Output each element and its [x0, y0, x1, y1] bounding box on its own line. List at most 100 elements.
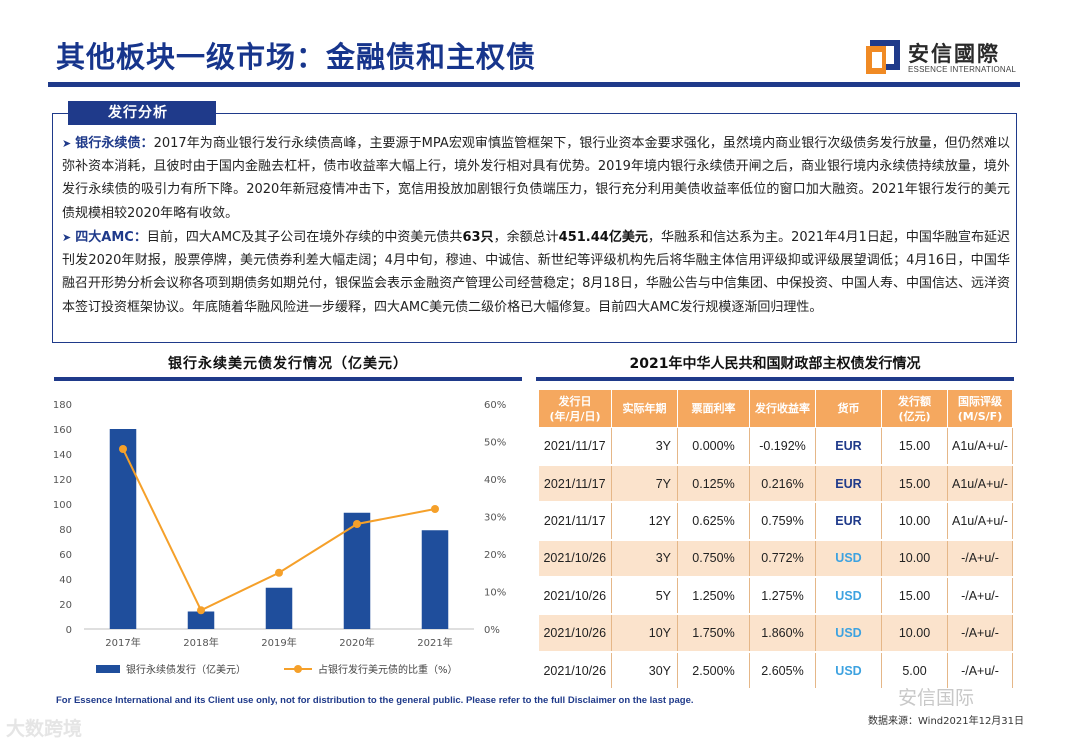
table-cell: 2021/11/17 [538, 464, 612, 504]
y-right-tick-label: 10% [484, 588, 506, 599]
chart-title-underline [54, 377, 522, 381]
analysis-section-tag: 发行分析 [68, 101, 216, 125]
table-cell: A1u/A+u/- [947, 464, 1013, 504]
table-row: 2021/10/26 5Y 1.250% 1.275% USD 15.00 -/A+u/- [538, 577, 1013, 616]
x-tick-label: 2021年 [417, 636, 452, 649]
table-cell: 1.250% [677, 577, 750, 616]
x-tick-label: 2018年 [183, 636, 218, 649]
table-cell: 15.00 [881, 464, 948, 504]
table-cell: 2.605% [749, 651, 816, 691]
table-row: 2021/10/26 3Y 0.750% 0.772% USD 10.00 -/A+u/- [538, 539, 1013, 579]
legend-bar-label: 银行永续债发行（亿美元） [126, 663, 246, 676]
x-tick-label: 2019年 [261, 636, 296, 649]
bank-perpetual-text: 2017年为商业银行发行永续债高峰，主要源于MPA宏观审慎监管框架下，银行业资本… [62, 136, 1010, 221]
table-cell: USD [815, 539, 882, 579]
table-cell: 15.00 [881, 427, 948, 466]
table-row: 2021/11/17 3Y 0.000% -0.192% EUR 15.00 A1u/A+u… [538, 427, 1013, 466]
bank-perpetual-chart: 0 20 40 60 80 100 120 140 160 180 0% 10% 20% 30% 40% 50… [54, 400, 506, 676]
table-cell: EUR [815, 427, 882, 466]
share-point-2020年 [353, 520, 361, 528]
table-header-cell: 发行收益率 [749, 389, 816, 428]
amc-text-2: ，余额总计 [493, 230, 559, 245]
table-header-cell: 发行日 (年/月/日) [538, 389, 612, 428]
table-header-text: (年/月/日) [549, 409, 601, 423]
data-source: 数据来源：Wind2021年12月31日 [868, 716, 1025, 727]
sovereign-bond-table: 发行日 (年/月/日) 实际年期 票面利率 发行收益率 货币 发行额 (亿元) 国际评级 (M/S… [538, 389, 1013, 691]
table-cell: 3Y [611, 427, 678, 466]
chart-title: 银行永续美元债发行情况（亿美元） [168, 356, 408, 372]
table-cell: 10.00 [881, 539, 948, 579]
table-header-cell: 票面利率 [677, 389, 750, 428]
legend-line-marker [294, 665, 302, 673]
y-right-tick-label: 60% [484, 400, 506, 411]
analysis-box [52, 113, 1017, 343]
y-left-tick-label: 100 [54, 500, 72, 511]
table-header-text: 货币 [837, 402, 860, 415]
company-logo: 安信國際 ESSENCE INTERNATIONAL [864, 38, 1024, 78]
y-left-tick-label: 60 [59, 550, 72, 561]
watermark-left: 大数跨境 [6, 718, 83, 740]
bank-perpetual-paragraph: ➤ 银行永续债：2017年为商业银行发行永续债高峰，主要源于MPA宏观审慎监管框架… [62, 132, 1010, 225]
y-right-tick-label: 20% [484, 550, 506, 561]
y-left-tick-label: 80 [59, 525, 72, 536]
table-cell: 0.625% [677, 502, 750, 541]
table-cell: 3Y [611, 539, 678, 579]
table-cell: USD [815, 614, 882, 653]
bar-2018年 [187, 611, 215, 629]
table-header-cell: 实际年期 [611, 389, 678, 428]
title-underline [48, 82, 1020, 87]
y-left-tick-label: 160 [54, 425, 72, 436]
table-cell: 2021/10/26 [538, 614, 612, 653]
bank-perpetual-lead: 银行永续债： [75, 136, 154, 151]
bullet-arrow-icon: ➤ [62, 137, 72, 150]
y-left-tick-label: 40 [59, 575, 72, 586]
y-left-tick-label: 120 [54, 475, 72, 486]
y-right-tick-label: 50% [484, 438, 506, 449]
y-left-tick-label: 180 [54, 400, 72, 411]
table-header-text: 实际年期 [622, 402, 667, 415]
table-cell: 30Y [611, 651, 678, 691]
bar-2017年 [109, 429, 137, 629]
legend-line-label: 占银行发行美元债的比重（%） [318, 663, 458, 676]
table-cell: -/A+u/- [947, 577, 1013, 616]
watermark-right: 安信国际 [898, 687, 975, 709]
table-header-cell: 发行额 (亿元) [881, 389, 948, 428]
table-cell: -0.192% [749, 427, 816, 466]
table-cell: 1.275% [749, 577, 816, 616]
amc-text-1: 目前，四大AMC及其子公司在境外存续的中资美元债共 [146, 230, 463, 245]
table-cell: 0.000% [677, 427, 750, 466]
table-cell: USD [815, 577, 882, 616]
amc-bond-balance: 451.44亿美元 [558, 230, 648, 245]
table-cell: 0.772% [749, 539, 816, 579]
table-row: 2021/11/17 7Y 0.125% 0.216% EUR 15.00 A1u/A+u/… [538, 464, 1013, 504]
table-row: 2021/10/26 30Y 2.500% 2.605% USD 5.00 -/A+u/- [538, 651, 1013, 691]
table-cell: 2021/11/17 [538, 502, 612, 541]
table-cell: 0.125% [677, 464, 750, 504]
share-point-2017年 [119, 445, 127, 453]
table-cell: EUR [815, 464, 882, 504]
table-cell: 5.00 [881, 651, 948, 691]
table-cell: 12Y [611, 502, 678, 541]
table-header-text: 国际评级 [958, 394, 1002, 408]
logo-mark-icon [866, 40, 900, 74]
table-cell: 2.500% [677, 651, 750, 691]
table-cell: 7Y [611, 464, 678, 504]
bar-2021年 [421, 530, 449, 629]
table-cell: 10.00 [881, 502, 948, 541]
table-cell: 0.750% [677, 539, 750, 579]
table-cell: 10.00 [881, 614, 948, 653]
table-cell: 15.00 [881, 577, 948, 616]
share-point-2021年 [431, 505, 439, 513]
x-tick-label: 2020年 [339, 636, 374, 649]
table-cell: -/A+u/- [947, 651, 1013, 691]
table-cell: A1u/A+u/- [947, 502, 1013, 541]
bar-2020年 [343, 512, 371, 629]
x-tick-label: 2017年 [105, 636, 140, 649]
table-cell: 2021/10/26 [538, 539, 612, 579]
table-cell: 0.216% [749, 464, 816, 504]
table-cell: 2021/11/17 [538, 427, 612, 466]
table-cell: 1.750% [677, 614, 750, 653]
table-cell: 2021/10/26 [538, 651, 612, 691]
table-cell: 2021/10/26 [538, 577, 612, 616]
y-left-tick-label: 0 [66, 625, 72, 636]
